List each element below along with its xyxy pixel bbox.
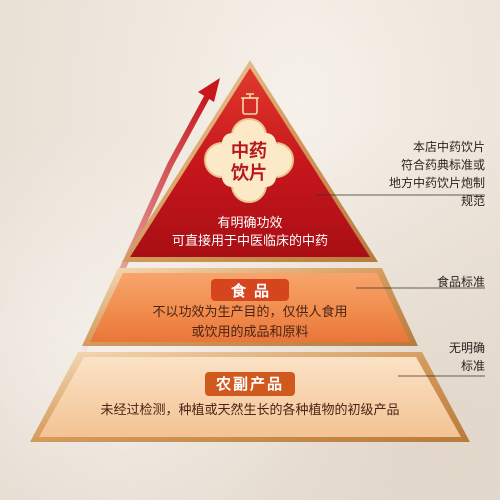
mid-desc-line1: 不以功效为生产目的，仅供人食用 bbox=[152, 305, 348, 320]
middle-tier-description: 不以功效为生产目的，仅供人食用 或饮用的成品和原料 bbox=[150, 303, 350, 343]
pyramid-middle-tier bbox=[82, 268, 418, 346]
annotation-top-line1: 本店中药饮片 bbox=[412, 140, 485, 154]
annotation-top: 本店中药饮片 符合药典标准或 地方中药饮片炮制规范 bbox=[380, 138, 485, 210]
top-desc-line2: 可直接用于中医临床的中药 bbox=[171, 234, 328, 249]
annotation-bottom: 无明确 标准 bbox=[430, 339, 485, 375]
annotation-top-line3: 地方中药饮片炮制规范 bbox=[388, 176, 485, 208]
annotation-middle: 食品标准 bbox=[436, 275, 485, 289]
bottom-tier-label: 农副产品 bbox=[205, 372, 295, 396]
top-tier-description: 有明确功效 可直接用于中医临床的中药 bbox=[150, 215, 350, 251]
middle-tier-label: 食品 bbox=[211, 279, 289, 301]
top-title-line2: 饮片 bbox=[231, 163, 267, 184]
annotation-bottom-line1: 无明确 bbox=[448, 341, 485, 355]
leader-lines bbox=[315, 194, 485, 377]
top-desc-line1: 有明确功效 bbox=[217, 216, 283, 231]
annotation-bottom-line2: 标准 bbox=[460, 359, 485, 373]
top-title-line1: 中药 bbox=[231, 141, 267, 162]
bottom-tier-description: 未经过检测，种植或天然生长的各种植物的初级产品 bbox=[100, 403, 400, 418]
top-tier-title: 中药 饮片 bbox=[222, 141, 276, 185]
pyramid-bottom-tier bbox=[30, 352, 470, 442]
mid-desc-line2: 或饮用的成品和原料 bbox=[191, 325, 309, 340]
emblem-icon bbox=[204, 118, 294, 203]
annotation-top-line2: 符合药典标准或 bbox=[400, 158, 485, 172]
vessel-icon bbox=[241, 93, 259, 115]
